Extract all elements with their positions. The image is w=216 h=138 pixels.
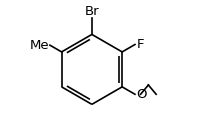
Text: F: F (136, 38, 144, 51)
Text: Me: Me (30, 39, 49, 52)
Text: Br: Br (84, 5, 99, 18)
Text: O: O (136, 88, 146, 101)
